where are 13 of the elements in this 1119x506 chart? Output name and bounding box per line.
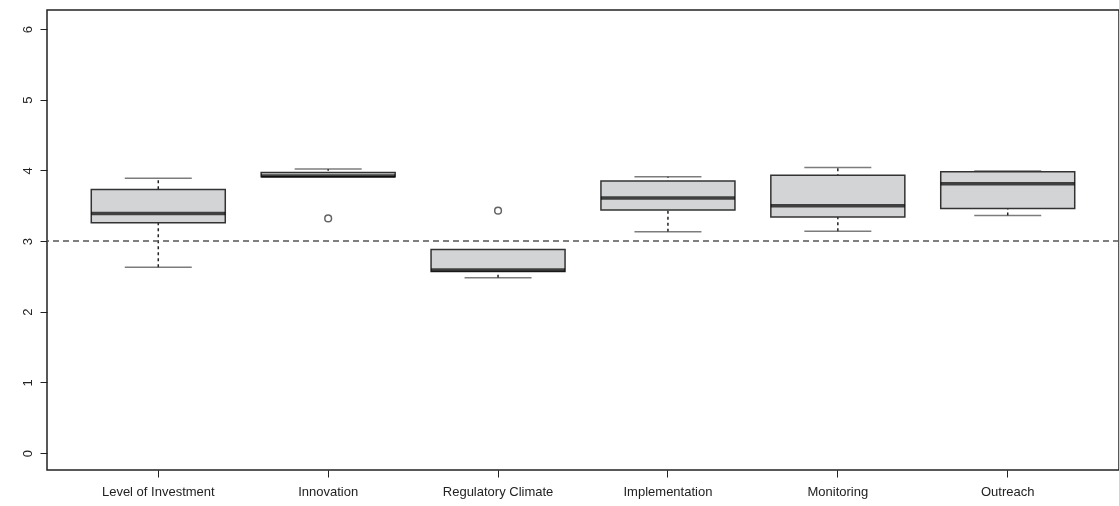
y-tick-label: 4 [19, 167, 35, 175]
x-tick-label: Implementation [623, 483, 713, 499]
x-tick-label: Outreach [980, 483, 1035, 499]
y-tick-label: 2 [19, 308, 35, 316]
x-tick-label: Innovation [298, 483, 359, 499]
x-tick-label: Level of Investment [101, 483, 216, 499]
y-tick-label: 0 [19, 449, 35, 458]
x-tick-label: Monitoring [807, 483, 869, 499]
y-tick-label: 5 [19, 96, 35, 104]
y-tick-label: 3 [19, 237, 35, 246]
x-tick-label: Regulatory Climate [442, 483, 554, 499]
y-tick-label: 1 [19, 379, 35, 387]
y-tick-label: 6 [19, 25, 35, 34]
